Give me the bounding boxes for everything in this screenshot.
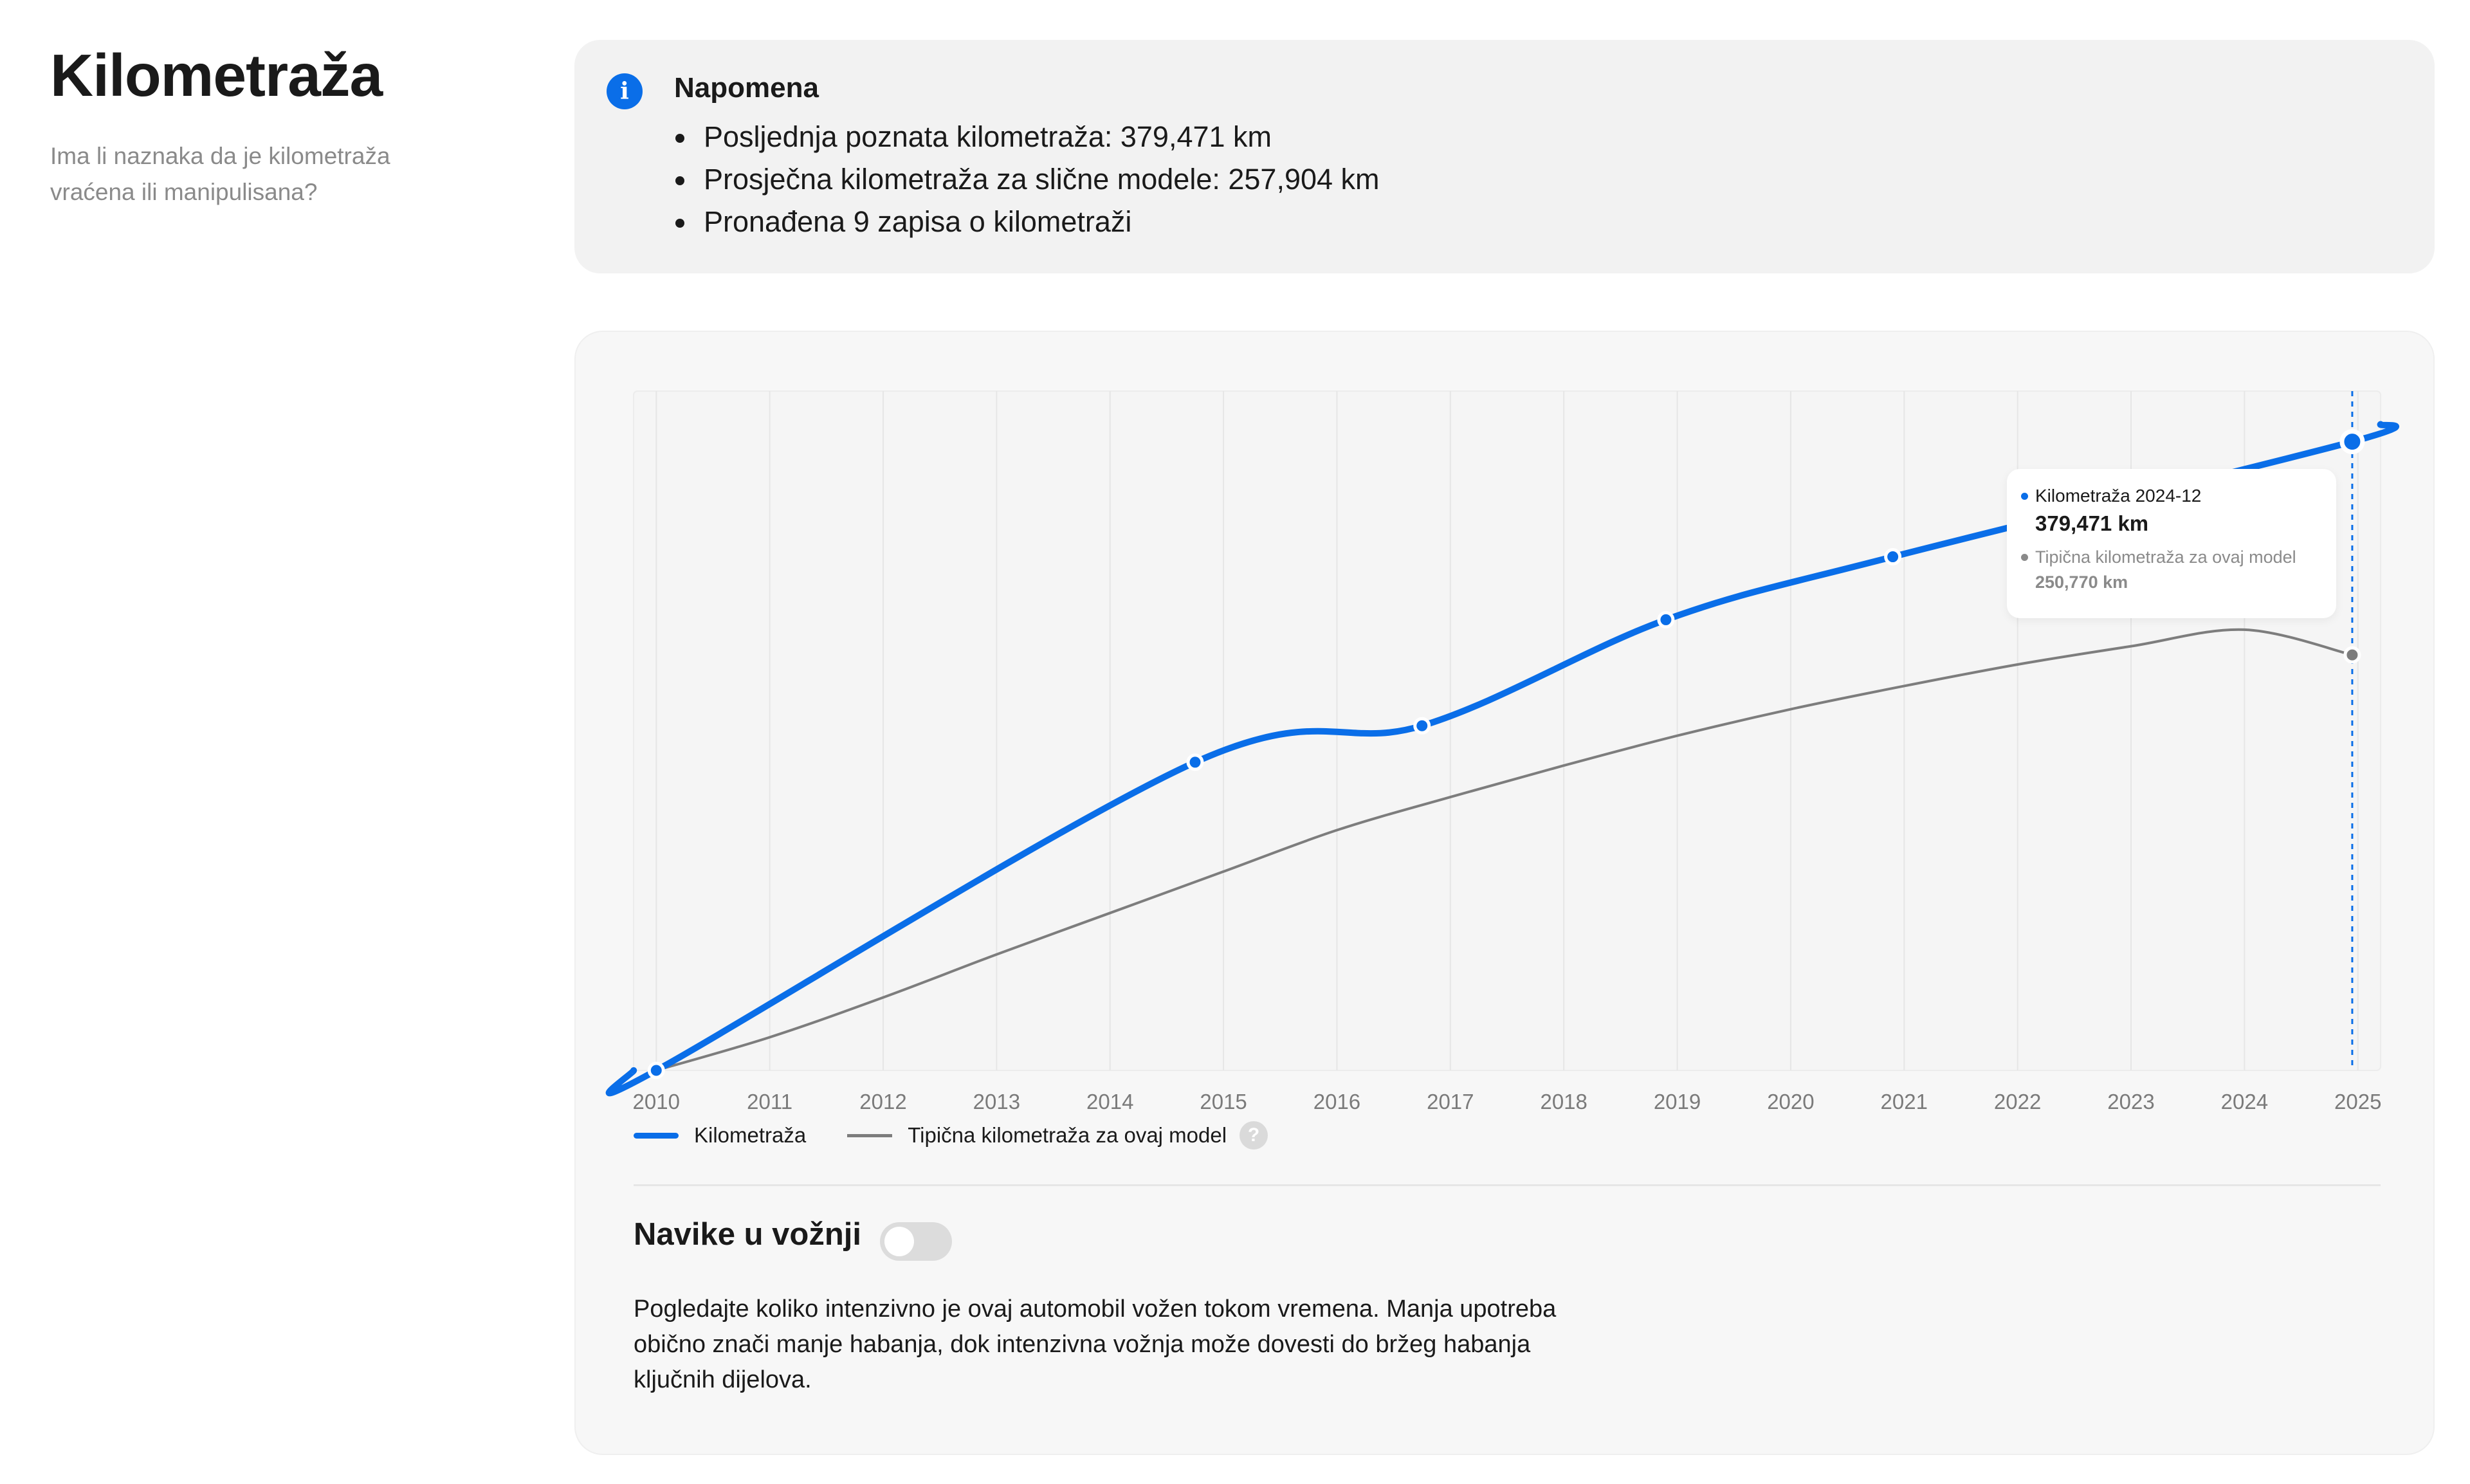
x-tick-label: 2025 bbox=[2334, 1090, 2381, 1113]
tooltip-typical-label: Tipična kilometraža za ovaj model bbox=[2035, 547, 2296, 567]
x-tick-label: 2016 bbox=[1313, 1090, 1360, 1113]
driving-habits-toggle[interactable] bbox=[880, 1222, 952, 1261]
mileage-point bbox=[1186, 753, 1204, 771]
driving-habits-description: Pogledajte koliko intenzivno je ovaj aut… bbox=[634, 1296, 1557, 1393]
note-title: Napomena bbox=[674, 72, 819, 104]
tooltip-mileage-row: Kilometraža 2024-12 bbox=[2021, 486, 2336, 506]
x-tick-label: 2014 bbox=[1086, 1090, 1133, 1113]
tooltip-mileage-dot bbox=[2021, 492, 2028, 500]
mileage-point bbox=[1413, 717, 1431, 735]
note-item-average-mileage: Prosječna kilometraža za slične modele: … bbox=[674, 158, 1380, 201]
page-subtitle: Ima li naznaka da je kilometraža vraćena… bbox=[50, 142, 390, 205]
x-tick-label: 2012 bbox=[859, 1090, 906, 1113]
x-tick-label: 2017 bbox=[1427, 1090, 1474, 1113]
tooltip-mileage-label: Kilometraža 2024-12 bbox=[2035, 486, 2202, 506]
mileage-chart[interactable]: 2010 2011 2012 2013 2014 2015 2016 2017 2018 2019… bbox=[576, 332, 2436, 1117]
tooltip-mileage-value: 379,471 km bbox=[2035, 511, 2149, 535]
tooltip-typical-dot bbox=[2021, 554, 2028, 561]
x-tick-label: 2010 bbox=[633, 1090, 680, 1113]
mileage-chart-card: 2010 2011 2012 2013 2014 2015 2016 2017 2018 2019… bbox=[574, 331, 2435, 1455]
note-item-record-count: Pronađena 9 zapisa o kilometraži bbox=[674, 201, 1380, 243]
legend-typical-label[interactable]: Tipična kilometraža za ovaj model bbox=[908, 1123, 1227, 1147]
chart-tooltip: Kilometraža 2024-12 379,471 km Tipična k… bbox=[2007, 469, 2336, 618]
info-icon: i bbox=[607, 73, 643, 109]
mileage-point bbox=[1657, 610, 1675, 628]
note-list: Posljednja poznata kilometraža: 379,471 … bbox=[674, 116, 1380, 243]
mileage-point bbox=[647, 1061, 665, 1079]
x-tick-label: 2023 bbox=[2107, 1090, 2154, 1113]
x-tick-label: 2021 bbox=[1881, 1090, 1928, 1113]
x-tick-label: 2022 bbox=[1994, 1090, 2041, 1113]
x-tick-label: 2024 bbox=[2221, 1090, 2268, 1113]
section-header: Kilometraža Ima li naznaka da je kilomet… bbox=[50, 41, 500, 210]
divider bbox=[634, 1184, 2381, 1186]
legend-mileage-swatch[interactable] bbox=[634, 1132, 679, 1139]
plot-area bbox=[633, 390, 2381, 1071]
legend-typical-swatch[interactable] bbox=[847, 1133, 893, 1137]
driving-habits-title: Navike u vožnji bbox=[634, 1217, 862, 1252]
x-tick-label: 2020 bbox=[1767, 1090, 1814, 1113]
x-tick-label: 2019 bbox=[1654, 1090, 1701, 1113]
x-tick-label: 2013 bbox=[973, 1090, 1020, 1113]
toggle-knob bbox=[884, 1227, 914, 1256]
tooltip-typical-row: Tipična kilometraža za ovaj model bbox=[2021, 547, 2336, 567]
chart-legend: Kilometraža Tipična kilometraža za ovaj … bbox=[634, 1121, 1268, 1150]
note-item-last-mileage: Posljednja poznata kilometraža: 379,471 … bbox=[674, 116, 1380, 158]
legend-mileage-label[interactable]: Kilometraža bbox=[694, 1123, 807, 1147]
x-tick-label: 2018 bbox=[1540, 1090, 1587, 1113]
typical-mileage-line bbox=[655, 628, 2353, 1072]
x-tick-label: 2011 bbox=[747, 1090, 792, 1113]
note-card: i Napomena Posljednja poznata kilometraž… bbox=[574, 40, 2435, 273]
page-title: Kilometraža bbox=[50, 42, 383, 109]
x-tick-label: 2015 bbox=[1200, 1090, 1247, 1113]
tooltip-typical-value: 250,770 km bbox=[2035, 573, 2128, 592]
mileage-point bbox=[1884, 548, 1902, 566]
typical-point bbox=[2343, 646, 2361, 664]
question-icon[interactable]: ? bbox=[1240, 1121, 1268, 1150]
mileage-point bbox=[2339, 429, 2365, 455]
